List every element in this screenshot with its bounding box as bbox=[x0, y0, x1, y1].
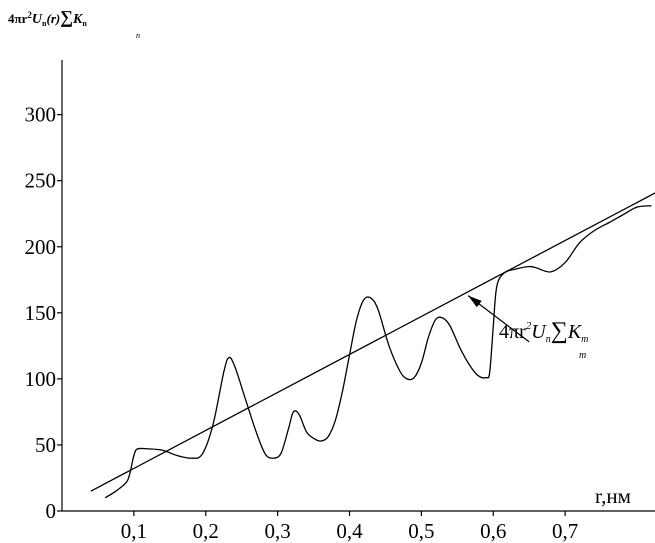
anno-u-sub: n bbox=[546, 334, 551, 345]
y-tick-label: 200 bbox=[25, 235, 57, 259]
y-tick-label: 250 bbox=[25, 169, 57, 193]
ylabel-k-sub: n bbox=[82, 19, 87, 28]
axes bbox=[61, 60, 655, 512]
x-ticks: 0,1 0,2 0,3 0,4 0,5 0,6 0,7 bbox=[121, 511, 578, 543]
x-tick-label: 0,5 bbox=[408, 519, 434, 543]
ylabel-arg: (r) bbox=[46, 11, 60, 26]
ylabel-sum-sub: n bbox=[136, 31, 140, 40]
annotation-arrowhead bbox=[468, 295, 482, 308]
y-tick-label: 50 bbox=[35, 433, 56, 457]
x-tick-label: 0,2 bbox=[193, 519, 219, 543]
y-tick-label: 150 bbox=[25, 301, 57, 325]
annotation-text: 4πr2Un∑Km bbox=[499, 318, 588, 345]
ylabel-u: U bbox=[32, 12, 43, 27]
anno-k-sub: m bbox=[581, 334, 588, 345]
x-tick-label: 0,6 bbox=[480, 519, 506, 543]
x-tick-label: 0,3 bbox=[265, 519, 291, 543]
y-tick-label: 100 bbox=[25, 367, 57, 391]
anno-sum-sub: m bbox=[579, 350, 586, 361]
x-tick-label: 0,7 bbox=[552, 519, 578, 543]
y-ticks: 0 50 100 150 200 250 300 bbox=[25, 103, 62, 523]
y-tick-label: 300 bbox=[25, 103, 57, 127]
series-layer bbox=[90, 192, 655, 499]
x-axis-label: r,нм bbox=[595, 484, 631, 508]
series-oscillating-curve bbox=[104, 205, 652, 499]
ylabel-u-sub: n bbox=[42, 19, 47, 28]
y-axis-label: 4πr2Un(r)∑Kn n bbox=[8, 7, 140, 40]
anno-k: K bbox=[567, 321, 583, 343]
ylabel-sup: 2 bbox=[27, 10, 32, 20]
svg-text:4πr2Un(r)∑Kn: 4πr2Un(r)∑Kn bbox=[8, 7, 87, 28]
ylabel-sum: ∑ bbox=[60, 7, 73, 27]
ylabel-k: K bbox=[72, 12, 84, 27]
anno-sum: ∑ bbox=[551, 318, 568, 344]
y-tick-label: 0 bbox=[46, 499, 57, 523]
series-linear-trend bbox=[90, 192, 655, 492]
anno-sup: 2 bbox=[526, 320, 532, 332]
anno-u: U bbox=[531, 321, 547, 343]
annotation: 4πr2Un∑Km m bbox=[467, 295, 588, 361]
anno-lead: 4πr bbox=[499, 321, 526, 343]
x-tick-label: 0,4 bbox=[336, 519, 363, 543]
ylabel-lead: 4πr bbox=[8, 11, 28, 26]
x-tick-label: 0,1 bbox=[121, 519, 147, 543]
